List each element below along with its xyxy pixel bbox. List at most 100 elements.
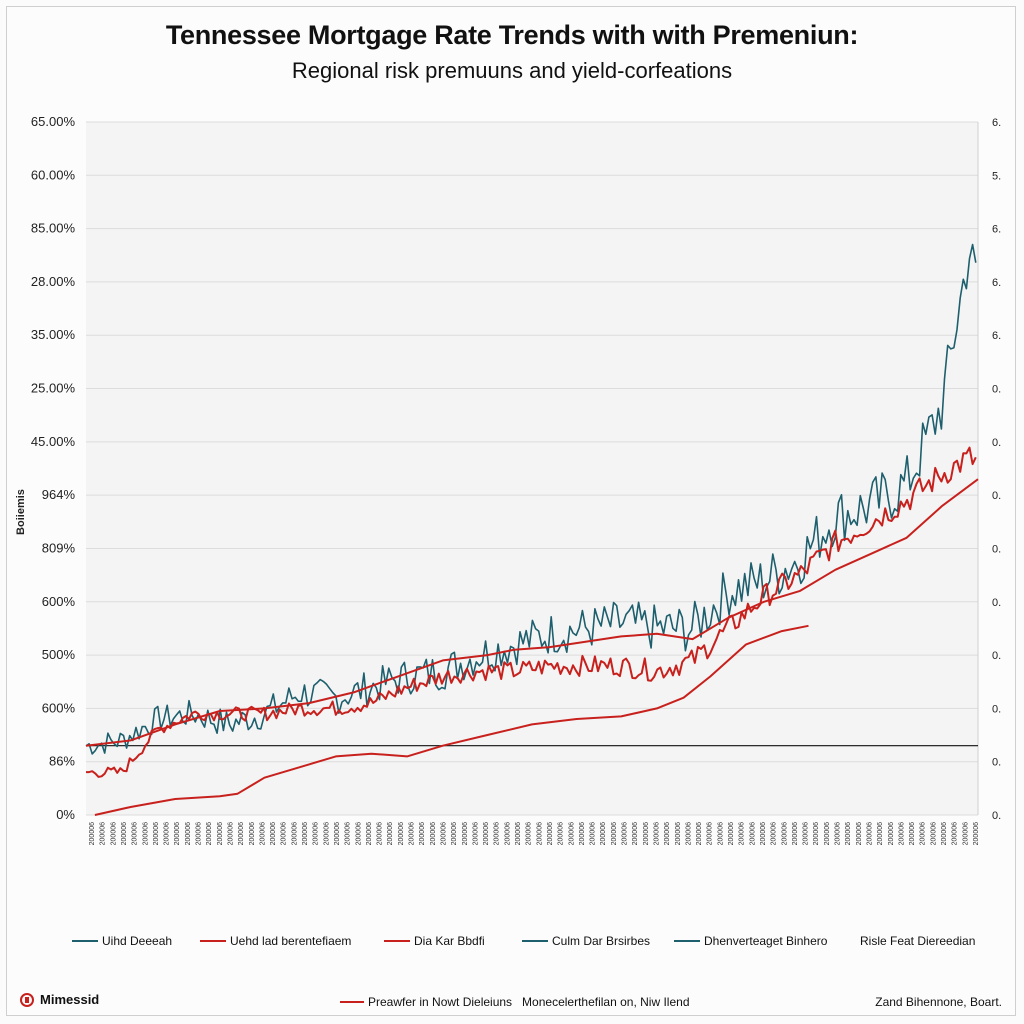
x-tick-label: 200006	[781, 822, 788, 845]
right-tick-label: 0.	[992, 437, 1001, 449]
right-tick-label: 6.	[992, 117, 1001, 129]
footer-source: Zand Bihennone, Boart.	[875, 995, 1002, 1009]
x-tick-label: 200006	[259, 822, 266, 845]
footer-note: Preawfer in Nowt Dieleiuns Monecelerthef…	[340, 995, 690, 1009]
x-tick-label: 200006	[643, 822, 650, 845]
x-tick-label: 200006	[898, 822, 905, 845]
x-tick-label: 200006	[526, 822, 533, 845]
x-tick-label: 200006	[270, 822, 277, 845]
x-tick-label: 200006	[451, 822, 458, 845]
x-tick-label: 200006	[142, 822, 149, 845]
x-tick-label: 200006	[89, 822, 96, 845]
x-tick-label: 200006	[707, 822, 714, 845]
x-tick-label: 200006	[803, 822, 810, 845]
x-tick-label: 200006	[632, 822, 639, 845]
x-tick-label: 200006	[345, 822, 352, 845]
x-tick-label: 200006	[675, 822, 682, 845]
y-tick-label: 600%	[42, 700, 76, 715]
legend-item: Risle Feat Diereedian	[860, 934, 975, 948]
right-tick-label: 6.	[992, 224, 1001, 236]
legend-swatch	[522, 940, 548, 942]
y-tick-label: 964%	[42, 487, 76, 502]
legend-label: Uihd Deeeah	[102, 934, 173, 948]
x-tick-label: 200006	[409, 822, 416, 845]
brand-name: Mimessid	[40, 992, 100, 1007]
right-tick-label: 6.	[992, 277, 1001, 289]
brand-icon	[20, 992, 34, 1007]
x-tick-label: 200006	[440, 822, 447, 845]
x-tick-label: 200006	[291, 822, 298, 845]
legend-item: Uihd Deeeah	[72, 934, 172, 948]
x-tick-label: 200006	[941, 822, 948, 845]
footer-note-text: Preawfer in Nowt Dieleiuns Monecelerthef…	[368, 995, 690, 1009]
y-tick-label: 85.00%	[31, 221, 76, 236]
x-tick-label: 200006	[323, 822, 330, 845]
series-line-0	[85, 243, 977, 755]
x-tick-label: 200006	[196, 822, 203, 845]
x-tick-label: 200006	[760, 822, 767, 845]
legend-swatch	[200, 940, 226, 942]
legend-item: Uehd lad berentefiaem	[200, 934, 351, 948]
right-tick-label: 0.	[992, 650, 1001, 662]
x-tick-label: 200006	[387, 822, 394, 845]
x-tick-label: 200006	[472, 822, 479, 845]
x-tick-label: 200006	[185, 822, 192, 845]
legend-swatch	[674, 940, 700, 942]
legend-label: Dhenverteaget Binhero	[704, 934, 828, 948]
y-axis-label: Boiiemis	[15, 489, 27, 535]
x-tick-label: 200006	[653, 822, 660, 845]
x-tick-label: 200006	[100, 822, 107, 845]
x-tick-label: 200006	[132, 822, 139, 845]
legend-item: Culm Dar Brsirbes	[522, 934, 650, 948]
x-tick-label: 200006	[664, 822, 671, 845]
x-tick-label: 200006	[536, 822, 543, 845]
y-tick-label: 809%	[42, 540, 76, 555]
plot-area	[86, 122, 978, 815]
x-tick-label: 200006	[856, 822, 863, 845]
y-tick-label: 600%	[42, 594, 76, 609]
x-tick-label: 200006	[835, 822, 842, 845]
y-tick-label: 0%	[56, 807, 75, 822]
right-tick-label: 0.	[992, 757, 1001, 769]
x-tick-label: 200006	[696, 822, 703, 845]
legend-item: Dia Kar Bbdfi	[384, 934, 485, 948]
x-tick-label: 200006	[824, 822, 831, 845]
x-tick-label: 200006	[281, 822, 288, 845]
x-tick-label: 200006	[739, 822, 746, 845]
x-tick-label: 200006	[866, 822, 873, 845]
x-tick-label: 200006	[238, 822, 245, 845]
x-tick-label: 200006	[558, 822, 565, 845]
x-tick-label: 200006	[334, 822, 341, 845]
right-tick-label: 0.	[992, 597, 1001, 609]
x-tick-label: 200006	[164, 822, 171, 845]
series-line-3	[94, 624, 809, 816]
legend-swatch	[384, 940, 410, 942]
x-tick-label: 200006	[909, 822, 916, 845]
x-tick-label: 200006	[792, 822, 799, 845]
x-tick-label: 200006	[920, 822, 927, 845]
x-tick-label: 200006	[568, 822, 575, 845]
y-tick-label: 60.00%	[31, 167, 76, 182]
x-tick-label: 200006	[302, 822, 309, 845]
x-tick-label: 200006	[206, 822, 213, 845]
x-tick-label: 200006	[813, 822, 820, 845]
x-tick-label: 200006	[771, 822, 778, 845]
x-tick-label: 200006	[611, 822, 618, 845]
y-tick-label: 45.00%	[31, 434, 76, 449]
y-tick-label: 500%	[42, 647, 76, 662]
x-tick-label: 200006	[217, 822, 224, 845]
x-tick-label: 200006	[877, 822, 884, 845]
x-tick-label: 200006	[845, 822, 852, 845]
x-tick-label: 200006	[600, 822, 607, 845]
legend-label: Culm Dar Brsirbes	[552, 934, 651, 948]
y-tick-label: 35.00%	[31, 327, 76, 342]
legend-item: Dhenverteaget Binhero	[674, 934, 827, 948]
x-tick-label: 200006	[313, 822, 320, 845]
x-tick-label: 200006	[930, 822, 937, 845]
x-tick-label: 200006	[377, 822, 384, 845]
x-tick-label: 200006	[952, 822, 959, 845]
x-tick-label: 200006	[579, 822, 586, 845]
y-tick-label: 86%	[49, 754, 75, 769]
chart-subtitle: Regional risk premuuns and yield-corfeat…	[291, 58, 733, 83]
